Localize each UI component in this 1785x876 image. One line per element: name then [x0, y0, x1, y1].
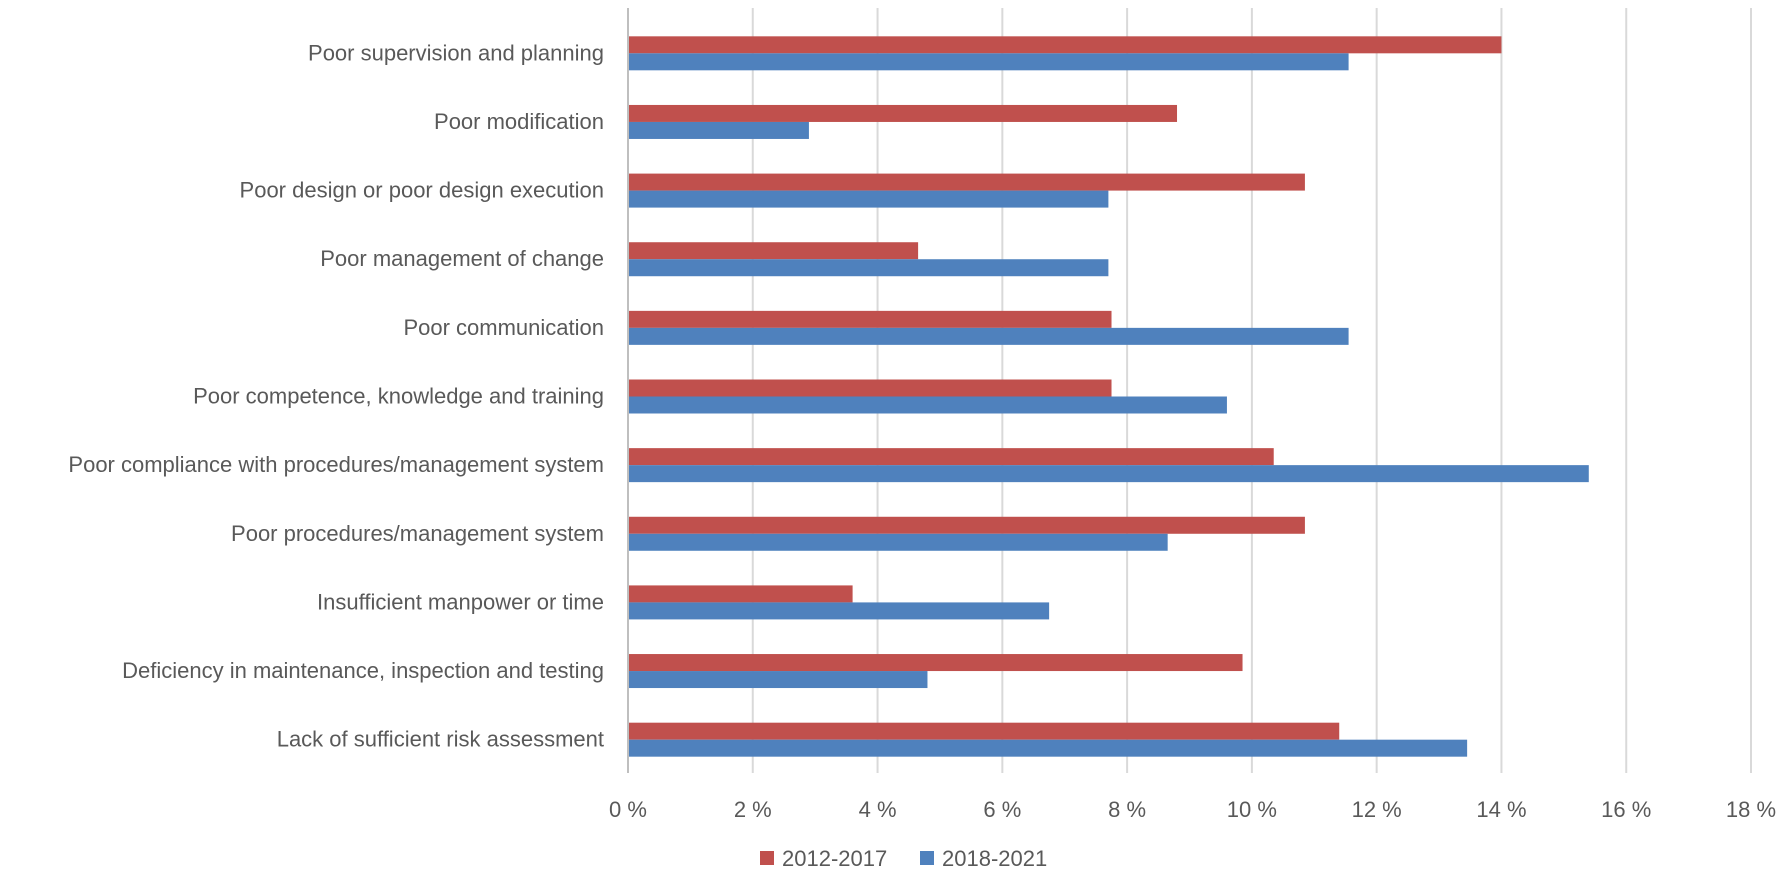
bar-2018-2021 [628, 602, 1050, 620]
grid-lines [751, 8, 1752, 773]
x-tick-label: 10 % [1227, 797, 1277, 822]
category-label: Poor communication [403, 315, 604, 340]
category-label: Lack of sufficient risk assessment [277, 727, 604, 752]
legend-label: 2012-2017 [782, 846, 887, 871]
x-tick-label: 14 % [1476, 797, 1526, 822]
bar-2018-2021 [628, 53, 1349, 71]
category-label: Poor management of change [320, 246, 604, 271]
category-label: Poor compliance with procedures/manageme… [68, 452, 604, 477]
bar-2018-2021 [628, 465, 1589, 483]
bar-2012-2017 [628, 379, 1112, 397]
tick-labels: 0 % 2 % 4 % 6 % 8 % 10 % 12 % 14 % 16 % 18 % [609, 797, 1776, 822]
bar-2018-2021 [628, 396, 1227, 414]
bar-2012-2017 [628, 722, 1340, 740]
bar-2018-2021 [628, 327, 1349, 345]
category-label: Poor supervision and planning [308, 40, 604, 65]
category-label: Poor procedures/management system [231, 521, 604, 546]
bar-2018-2021 [628, 671, 928, 689]
bar-2012-2017 [628, 242, 919, 260]
bar-2012-2017 [628, 104, 1178, 122]
bar-2012-2017 [628, 36, 1502, 54]
category-label: Poor design or poor design execution [240, 178, 604, 203]
x-tick-label: 4 % [859, 797, 897, 822]
category-label: Poor modification [434, 109, 604, 134]
bar-2012-2017 [628, 654, 1243, 672]
x-tick-label: 6 % [983, 797, 1021, 822]
legend-swatch [760, 851, 774, 865]
bar-2012-2017 [628, 310, 1112, 328]
bar-2012-2017 [628, 516, 1305, 534]
legend-swatch [920, 851, 934, 865]
category-label: Poor competence, knowledge and training [193, 384, 604, 409]
bar-2018-2021 [628, 259, 1109, 277]
x-tick-label: 8 % [1108, 797, 1146, 822]
legend: 2012-2017 2018-2021 [760, 846, 1047, 871]
x-tick-label: 16 % [1601, 797, 1651, 822]
bar-2012-2017 [628, 585, 853, 603]
bar-2018-2021 [628, 190, 1109, 208]
legend-label: 2018-2021 [942, 846, 1047, 871]
bars [628, 36, 1589, 757]
legend-item: 2012-2017 [760, 846, 887, 871]
x-tick-label: 2 % [734, 797, 772, 822]
category-label: Insufficient manpower or time [317, 589, 604, 614]
bar-2018-2021 [628, 533, 1168, 551]
legend-item: 2018-2021 [920, 846, 1047, 871]
bar-2018-2021 [628, 121, 809, 139]
x-tick-label: 12 % [1352, 797, 1402, 822]
bar-2012-2017 [628, 448, 1274, 466]
bar-2012-2017 [628, 173, 1305, 191]
category-labels: Poor supervision and planning Poor modifi… [68, 40, 604, 751]
x-tick-label: 18 % [1726, 797, 1776, 822]
x-tick-label: 0 % [609, 797, 647, 822]
category-label: Deficiency in maintenance, inspection an… [122, 658, 604, 683]
bar-2018-2021 [628, 739, 1468, 757]
